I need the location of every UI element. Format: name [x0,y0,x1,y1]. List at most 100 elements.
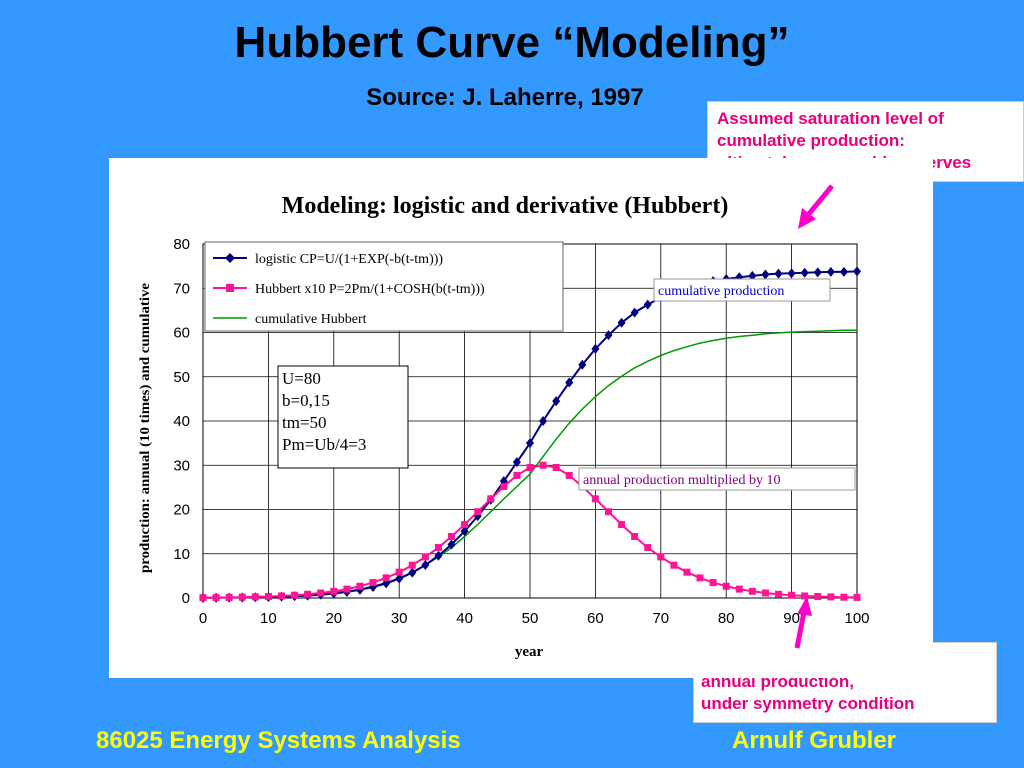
hubbert-point [448,532,456,540]
hubbert-point [591,495,599,503]
cumulative-production-annotation: cumulative production [653,278,831,302]
x-tick-label: 30 [391,610,408,627]
hubbert-point [657,553,665,561]
hubbert-point [330,587,338,595]
logistic-point [355,584,364,595]
legend-label-cumulative-hubbert: cumulative Hubbert [255,312,367,327]
chart-legend: logistic CP=U/(1+EXP(-b(t-tm))) Hubbert … [204,241,564,332]
hubbert-point [644,544,652,552]
hubbert-point [722,582,730,590]
y-tick-label: 20 [173,502,190,519]
hubbert-point [317,589,325,597]
hubbert-point [618,521,626,529]
hubbert-point [225,593,233,601]
x-tick-label: 100 [844,610,869,627]
hubbert-point [238,593,246,601]
hubbert-point [631,532,639,540]
param-pm: Pm=Ub/4=3 [282,435,366,454]
hubbert-point [212,594,220,602]
hubbert-point [683,568,691,576]
hubbert-point [291,591,299,599]
logistic-point [853,266,861,277]
logistic-point [408,567,417,578]
logistic-point [578,359,587,370]
legend-marker-hubbert [226,284,234,292]
annual-production-annotation: annual production multiplied by 10 [578,467,856,491]
callout-line: Assumed saturation level of [717,109,944,128]
hubbert-point [304,590,312,598]
hubbert-point [408,561,416,569]
hubbert-point [670,561,678,569]
y-tick-label: 40 [173,413,190,430]
y-tick-label: 30 [173,457,190,474]
x-tick-label: 90 [783,610,800,627]
logistic-point [617,317,626,328]
hubbert-point [264,592,272,600]
param-u: U=80 [282,369,321,388]
hubbert-point [382,574,390,582]
x-tick-label: 40 [456,610,473,627]
chart-panel: Modeling: logistic and derivative (Hubbe… [109,158,933,678]
param-b: b=0,15 [282,391,330,410]
logistic-point [421,560,430,571]
slide-subtitle: Source: J. Laherre, 1997 [366,84,644,111]
hubbert-point [395,568,403,576]
hubbert-point [775,590,783,598]
hubbert-point [474,508,482,516]
logistic-point [787,268,796,279]
x-tick-label: 60 [587,610,604,627]
callout-line: under symmetry condition [701,694,915,713]
hubbert-point [513,471,521,479]
x-tick-label: 50 [522,610,539,627]
hubbert-point [500,482,508,490]
hubbert-point [421,553,429,561]
logistic-point [643,299,652,310]
logistic-point [460,526,469,537]
hubbert-point [788,591,796,599]
legend-label-hubbert: Hubbert x10 P=2Pm/(1+COSH(b(t-tm))) [255,282,485,297]
hubbert-point [735,585,743,593]
hubbert-point [343,585,351,593]
logistic-point [434,550,443,561]
logistic-point [604,330,613,341]
hubbert-point [565,471,573,479]
x-tick-label: 10 [260,610,277,627]
hubbert-point [461,521,469,529]
logistic-point [591,343,600,354]
logistic-point [748,270,757,281]
y-axis-label: production: annual (10 times) and cumula… [138,283,153,573]
footer-author: Arnulf Grubler [732,727,897,754]
logistic-point [800,267,809,278]
logistic-point [813,267,822,278]
hubbert-point [827,593,835,601]
cumulative-production-label: cumulative production [658,284,784,299]
hubbert-point [199,594,207,602]
x-tick-label: 80 [718,610,735,627]
y-tick-label: 50 [173,369,190,386]
hubbert-point [604,508,612,516]
hubbert-point [761,589,769,597]
hubbert-point [369,579,377,587]
hubbert-point [251,593,259,601]
x-tick-label: 20 [325,610,342,627]
logistic-point [447,539,456,550]
hubbert-point [356,582,364,590]
annual-production-label: annual production multiplied by 10 [583,473,781,488]
y-tick-label: 60 [173,325,190,342]
hubbert-point [487,495,495,503]
legend-label-logistic: logistic CP=U/(1+EXP(-b(t-tm))) [255,252,443,267]
hubbert-point [853,593,861,601]
hubbert-point [748,587,756,595]
chart-title: Modeling: logistic and derivative (Hubbe… [282,193,729,219]
callout-line: cumulative production: [717,131,905,150]
legend-marker-logistic [225,253,235,263]
logistic-point [774,268,783,279]
logistic-point [761,269,770,280]
hubbert-point [709,579,717,587]
hubbert-point [801,592,809,600]
logistic-point [630,307,639,318]
logistic-point [512,457,521,468]
y-tick-label: 10 [173,546,190,563]
x-axis-label: year [515,644,544,660]
hubbert-point [277,592,285,600]
